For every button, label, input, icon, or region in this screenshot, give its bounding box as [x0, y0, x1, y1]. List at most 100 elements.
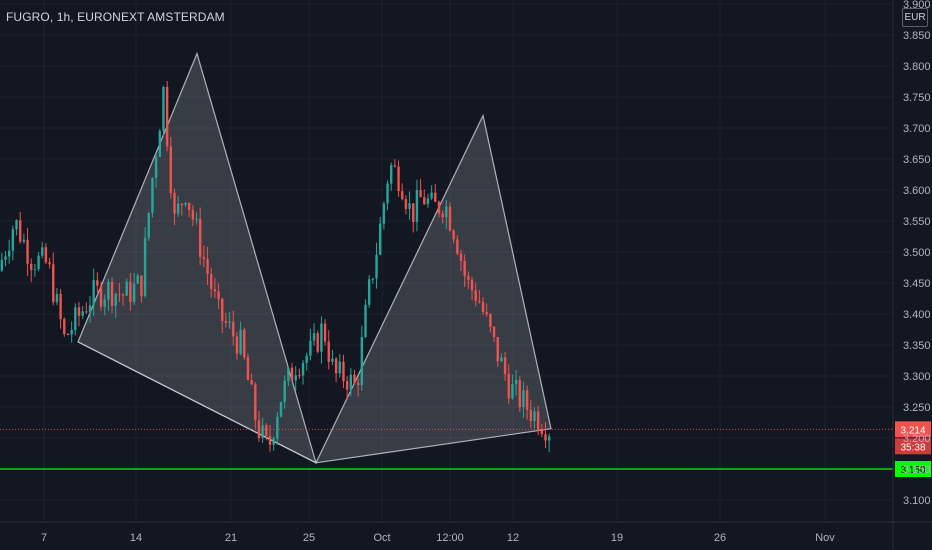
candle-body: [158, 130, 161, 158]
candle-body: [276, 416, 279, 439]
y-tick-label: 3.500: [903, 247, 931, 259]
x-tick-label: 12: [507, 532, 519, 544]
last-price-badge[interactable]: [895, 421, 931, 438]
candle-body: [412, 203, 415, 223]
y-tick-label: 3.250: [903, 402, 931, 414]
x-tick-label: Nov: [815, 532, 835, 544]
x-tick-label: 14: [130, 532, 142, 544]
candle-body: [7, 250, 11, 257]
candle-body: [132, 283, 136, 302]
countdown-badge: [895, 438, 931, 455]
candle-body: [459, 253, 463, 261]
candle-body: [41, 247, 44, 256]
candle-body: [511, 384, 514, 399]
y-tick-label: 3.100: [903, 495, 931, 507]
candle-body: [522, 390, 525, 408]
candle-body: [22, 239, 26, 242]
candle-body: [441, 213, 444, 218]
candle-body: [85, 311, 88, 313]
candle-body: [397, 166, 400, 192]
time-axis[interactable]: 7 14 21 25 Oct 12:00 12 19 26 Nov: [0, 521, 932, 544]
candle-body: [415, 190, 419, 223]
candle-body: [338, 361, 341, 374]
candle-body: [165, 86, 169, 147]
candle-body: [331, 358, 334, 362]
candle-body: [99, 285, 103, 307]
pattern-leg[interactable]: [77, 341, 317, 464]
candle-body: [533, 411, 536, 421]
candle-body: [228, 321, 231, 323]
candle-body: [4, 256, 7, 260]
candle-body: [408, 203, 411, 209]
candle-body: [30, 263, 33, 270]
candle-body: [195, 218, 198, 220]
candle-body: [390, 165, 393, 184]
x-tick-label: 26: [714, 532, 726, 544]
candle-body: [81, 311, 84, 316]
candle-body: [489, 314, 492, 327]
y-tick-label: 3.450: [903, 278, 931, 290]
currency-badge[interactable]: EUR: [902, 8, 928, 27]
candle-body: [393, 165, 397, 167]
candle-body: [246, 357, 250, 380]
candle-body: [547, 436, 551, 441]
candle-body: [92, 280, 95, 306]
candle-body: [419, 190, 422, 198]
candle-body: [448, 206, 452, 231]
candle-body: [316, 333, 319, 352]
candle-body: [125, 281, 128, 296]
candle-body: [312, 333, 316, 341]
support-badge[interactable]: [895, 461, 931, 477]
candle-body: [349, 374, 353, 390]
candle-body: [367, 279, 371, 305]
candle-body: [173, 192, 176, 214]
price-axis[interactable]: 3.100 3.150 3.200 3.250 3.300 3.350 3.400 3.450…: [892, 0, 931, 550]
candle-body: [221, 298, 224, 322]
candle-body: [507, 374, 510, 399]
candle-body: [268, 436, 272, 445]
candle-body: [481, 302, 485, 313]
candle-body: [404, 199, 408, 209]
candle-body: [298, 375, 301, 377]
candle-body: [15, 220, 18, 230]
candle-body: [375, 254, 378, 279]
candle-body: [378, 223, 382, 255]
candle-body: [386, 183, 389, 204]
candle-body: [143, 237, 147, 296]
candle-body: [217, 291, 220, 299]
candle-body: [187, 202, 191, 210]
candle-body: [202, 256, 206, 259]
candle-body: [430, 192, 433, 199]
candle-body: [294, 375, 297, 381]
candle-body: [184, 202, 187, 205]
candle-body: [360, 337, 364, 386]
candle-body: [401, 191, 404, 200]
pattern-triangle[interactable]: [77, 51, 317, 464]
candle-body: [121, 294, 125, 296]
candle-body: [213, 289, 217, 292]
y-tick-label: 3.800: [903, 61, 931, 73]
y-tick-label: 3.350: [903, 340, 931, 352]
candle-body: [283, 380, 286, 402]
y-tick-label: 3.200: [903, 433, 931, 445]
candle-body: [423, 197, 426, 205]
candle-body: [290, 367, 294, 381]
candle-body: [463, 260, 466, 276]
candle-body: [48, 262, 51, 265]
candle-body: [434, 192, 437, 202]
x-tick-label: 7: [41, 532, 47, 544]
harmonic-pattern[interactable]: [77, 51, 552, 464]
pattern-triangle[interactable]: [314, 113, 552, 464]
candle-body: [529, 409, 532, 421]
candle-body: [224, 321, 228, 323]
candle-body: [63, 319, 66, 335]
candle-body: [452, 230, 455, 240]
candle-body: [272, 438, 275, 445]
y-tick-label: 3.750: [903, 92, 931, 104]
candle-body: [110, 281, 114, 306]
candle-body: [176, 203, 180, 214]
candle-body: [518, 380, 521, 408]
candle-body: [210, 273, 213, 290]
